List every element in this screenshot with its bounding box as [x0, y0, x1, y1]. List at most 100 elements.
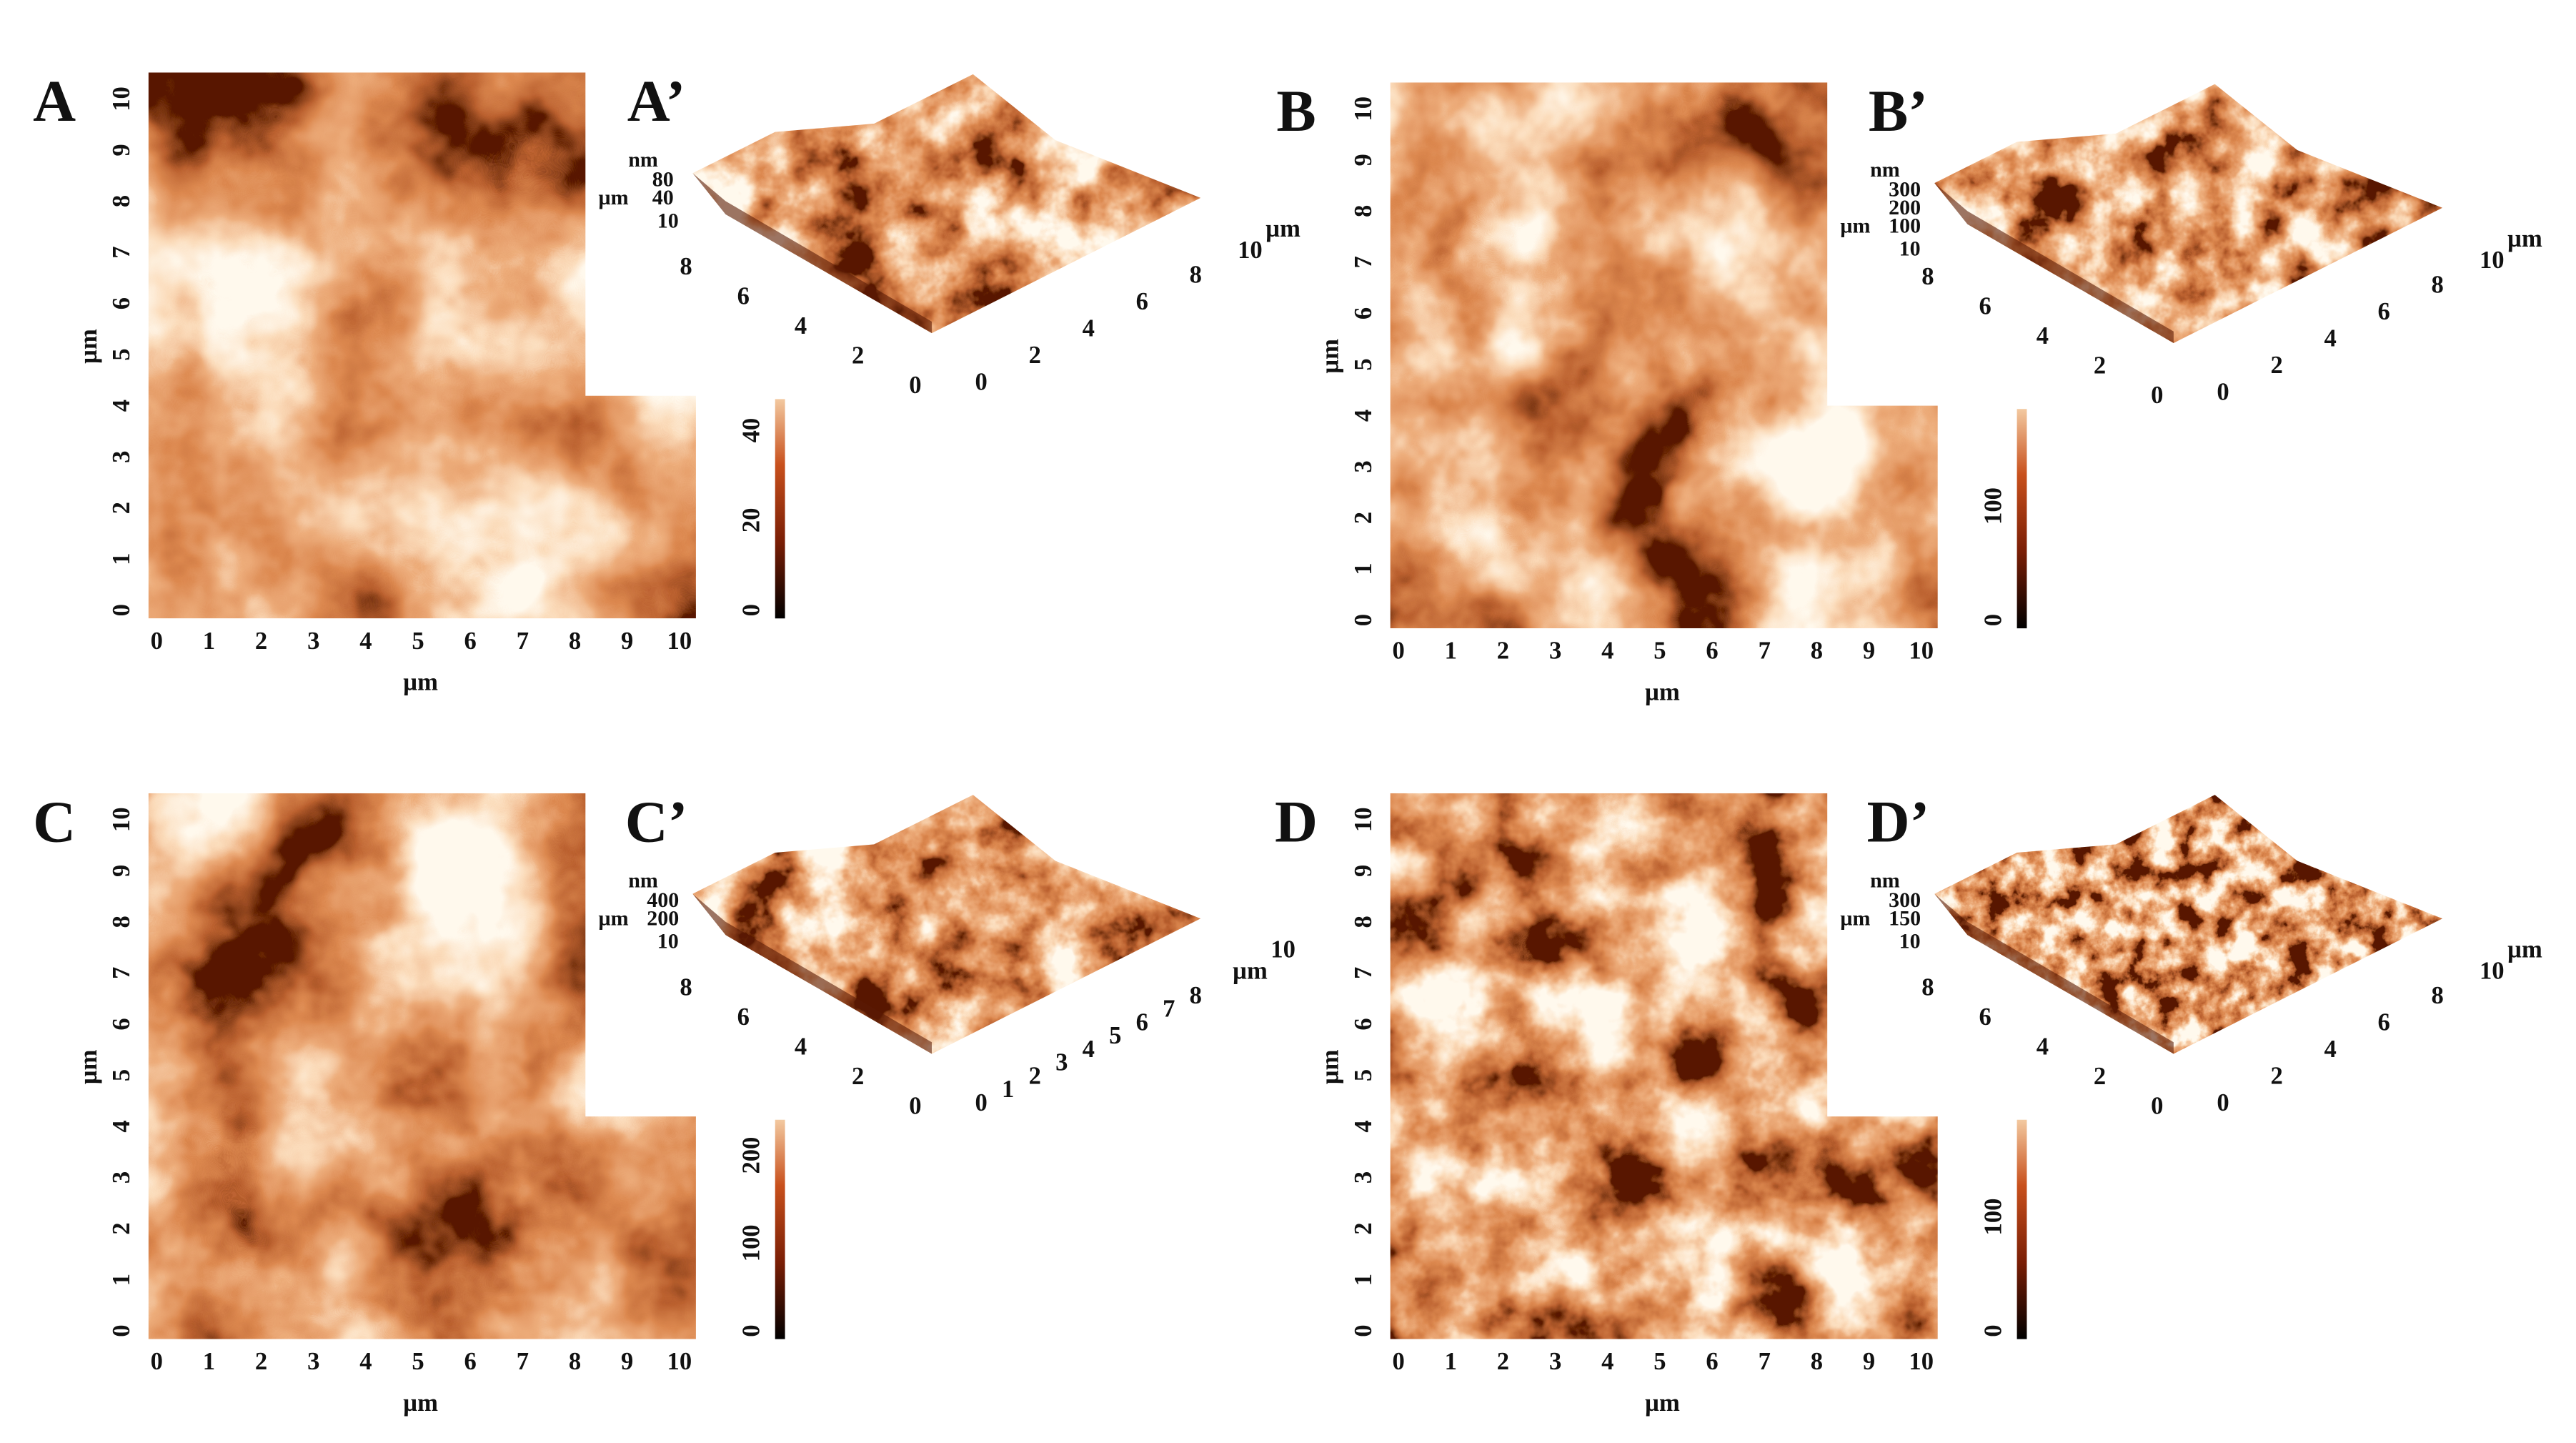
colorbar-tick-label: 0 — [1980, 614, 2007, 626]
y-tick-label: 2 — [108, 502, 135, 514]
x-tick-label: 9 — [621, 628, 633, 655]
colorbar-tick-label: 40 — [738, 418, 765, 443]
colorbar-tick-label: 100 — [1980, 1199, 2007, 1236]
y-tick-label: 7 — [108, 246, 135, 258]
x-tick-label: 2 — [255, 1348, 267, 1375]
surface-3d — [692, 795, 1201, 1054]
corner-label: 10 — [657, 209, 679, 232]
surface-3d — [692, 74, 1201, 334]
xy-unit: µm — [598, 906, 628, 930]
y-axis-label: µm — [75, 329, 102, 364]
x-tick-label: 3 — [307, 1348, 319, 1375]
surface-3d-side — [1934, 893, 2174, 1054]
y-tick-label: 2 — [108, 1222, 135, 1234]
x-tick-label: 1 — [1445, 638, 1457, 665]
x-tick-label: 2 — [1497, 638, 1509, 665]
panel-label-3d: D’ — [1867, 788, 1930, 854]
z-unit: nm — [1870, 868, 1900, 892]
y-tick-label: 7 — [1350, 967, 1377, 979]
x-tick-label: 9 — [1863, 638, 1875, 665]
right-axis-tick: 8 — [1190, 982, 1202, 1009]
height-map — [148, 793, 696, 1339]
left-axis-tick: 0 — [2151, 382, 2163, 409]
panel: C0 1 2 3 4 5 6 7 8 9 10012345678910µmµm0100200C’nm… — [33, 788, 1296, 1417]
y-tick-label: 3 — [108, 1171, 135, 1184]
height-map-image — [148, 72, 696, 619]
right-axis-tick: 8 — [1190, 262, 1202, 289]
x-tick-label: 0 — [1392, 638, 1404, 665]
x-tick-label: 0 — [1392, 1348, 1404, 1375]
z-tick-label: 100 — [1889, 214, 1921, 237]
x-tick-label: 4 — [359, 1348, 372, 1375]
y-tick-label: 0 — [108, 604, 135, 616]
right-axis-tick: 4 — [2324, 324, 2336, 352]
x-tick-label: 4 — [1601, 638, 1613, 665]
x-tick-label: 5 — [1653, 1348, 1666, 1375]
right-axis-tick: 2 — [1029, 342, 1041, 369]
colorbar-tick-label: 100 — [738, 1224, 765, 1261]
y-tick-label: 1 — [1350, 562, 1377, 575]
z-unit: nm — [628, 868, 658, 892]
x-tick-label: 10 — [1909, 638, 1934, 665]
y-tick-label: 4 — [108, 400, 135, 412]
y-tick-label: 5 — [108, 1069, 135, 1081]
x-tick-label: 4 — [359, 628, 372, 655]
left-axis-tick: 2 — [2094, 352, 2106, 379]
left-axis-tick: 4 — [795, 1033, 807, 1060]
right-axis-tick: 7 — [1163, 996, 1175, 1023]
right-axis-tick: 3 — [1055, 1049, 1068, 1076]
panel-label: C — [33, 788, 76, 854]
colorbar-tick-label: 200 — [738, 1137, 765, 1174]
surface-3d-side — [692, 173, 932, 334]
y-tick-label: 3 — [1350, 460, 1377, 472]
left-axis-tick: 6 — [737, 1003, 750, 1031]
y-tick-label: 4 — [1350, 410, 1377, 422]
y-tick-label: 8 — [1350, 916, 1377, 928]
height-map-image — [1390, 82, 1938, 629]
x-axis-label: µm — [1645, 1389, 1680, 1417]
x-tick-label: 8 — [569, 1348, 581, 1375]
x-tick-label: 5 — [412, 1348, 424, 1375]
y-tick-label: 6 — [1350, 1018, 1377, 1030]
x-tick-label: 1 — [203, 628, 215, 655]
left-axis-tick: 0 — [909, 1093, 921, 1120]
x-tick-label: 6 — [464, 1348, 477, 1375]
right-axis-tick: 6 — [2377, 1008, 2389, 1036]
x-axis-label: µm — [1645, 678, 1680, 705]
right-axis-tick: 4 — [2324, 1036, 2336, 1063]
corner-label: 10 — [1899, 237, 1921, 261]
panel-label-3d: A’ — [627, 68, 685, 134]
x-tick-label: 3 — [1549, 638, 1561, 665]
right-axis-tick: 2 — [2270, 352, 2282, 379]
x-tick-label: 7 — [517, 628, 529, 655]
y-tick-label: 1 — [1350, 1274, 1377, 1286]
x-axis-label: µm — [403, 669, 438, 696]
surface-3d — [1934, 84, 2443, 343]
y-tick-label: 6 — [1350, 307, 1377, 319]
colorbar — [2016, 1119, 2027, 1339]
x-tick-label: 8 — [1811, 638, 1823, 665]
z-tick-label: 200 — [1889, 196, 1921, 219]
right-axis-tick: 0 — [2217, 1089, 2229, 1116]
left-axis-tick: 2 — [2094, 1063, 2106, 1090]
y-tick-label: 10 — [1350, 96, 1377, 122]
corner-label: 10 — [1899, 930, 1921, 953]
right-axis-tick: 0 — [975, 1089, 988, 1116]
x-tick-label: 7 — [517, 1348, 529, 1375]
panel: A0 1 2 3 4 5 6 7 8 9 10012345678910µmµm02040A’nm80… — [33, 68, 1301, 696]
z-tick-label: 400 — [647, 888, 679, 912]
y-tick-label: 3 — [108, 451, 135, 463]
x-tick-label: 0 — [151, 1348, 163, 1375]
x-tick-label: 1 — [1445, 1348, 1457, 1375]
panel-label-3d: C’ — [625, 788, 688, 854]
y-tick-label: 3 — [1350, 1171, 1377, 1184]
x-axis-label: µm — [403, 1389, 438, 1417]
left-axis-tick: 4 — [795, 312, 807, 339]
x-tick-label: 10 — [1909, 1348, 1934, 1375]
x-tick-label: 6 — [464, 628, 477, 655]
y-tick-label: 0 — [108, 1324, 135, 1337]
x-tick-label: 2 — [1497, 1348, 1509, 1375]
right-axis-tick: 6 — [1136, 1008, 1148, 1036]
left-axis-tick: 6 — [1979, 292, 1991, 319]
